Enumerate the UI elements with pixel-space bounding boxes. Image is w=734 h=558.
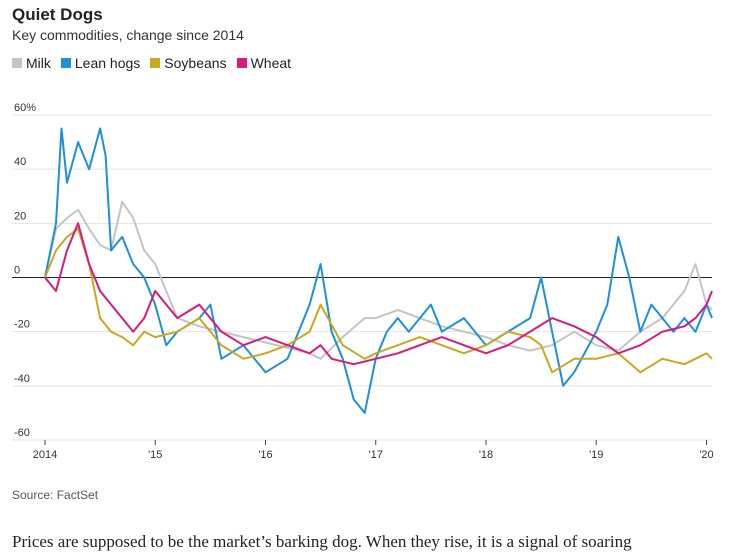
chart-title: Quiet Dogs [12, 5, 103, 24]
article-body-text: Prices are supposed to be the market’s b… [12, 532, 632, 551]
y-tick-label: 60% [14, 102, 36, 114]
x-tick-label: 2014 [33, 449, 57, 461]
x-tick-label: '20 [699, 449, 713, 461]
y-tick-label: -40 [14, 373, 30, 385]
legend-swatch-lean-hogs [60, 58, 71, 68]
x-tick-label: '18 [479, 449, 493, 461]
legend-label-soybeans: Soybeans [164, 55, 227, 71]
y-tick-label: 40 [14, 156, 26, 168]
x-tick-label: '15 [148, 449, 162, 461]
legend-item-wheat: Wheat [236, 55, 292, 71]
y-tick-label: 0 [14, 265, 20, 277]
legend-label-wheat: Wheat [250, 55, 292, 71]
source-note: Source: FactSet [12, 488, 99, 502]
legend-item-milk: Milk [12, 55, 51, 71]
y-tick-label: -60 [14, 427, 30, 439]
chart-subtitle: Key commodities, change since 2014 [12, 27, 244, 43]
legend-swatch-milk [12, 58, 22, 68]
legend-item-lean-hogs: Lean hogs [60, 55, 141, 71]
legend-swatch-soybeans [150, 58, 161, 68]
series-line-soybeans [44, 227, 713, 374]
y-tick-label: -20 [14, 319, 30, 331]
series-line-lean-hogs [44, 127, 713, 414]
y-tick-label: 20 [14, 210, 26, 222]
x-tick-label: '19 [589, 449, 603, 461]
legend-label-lean-hogs: Lean hogs [74, 55, 141, 71]
series-lines [44, 127, 713, 414]
series-line-wheat [44, 222, 713, 366]
legend-label-milk: Milk [26, 55, 51, 71]
x-tick-label: '16 [258, 449, 272, 461]
grid-lines [12, 114, 712, 441]
x-tick-label: '17 [369, 449, 383, 461]
legend-swatch-wheat [236, 58, 247, 68]
chart-legend: Milk Lean hogs Soybeans Wheat [12, 55, 291, 71]
legend-item-soybeans: Soybeans [150, 55, 227, 71]
